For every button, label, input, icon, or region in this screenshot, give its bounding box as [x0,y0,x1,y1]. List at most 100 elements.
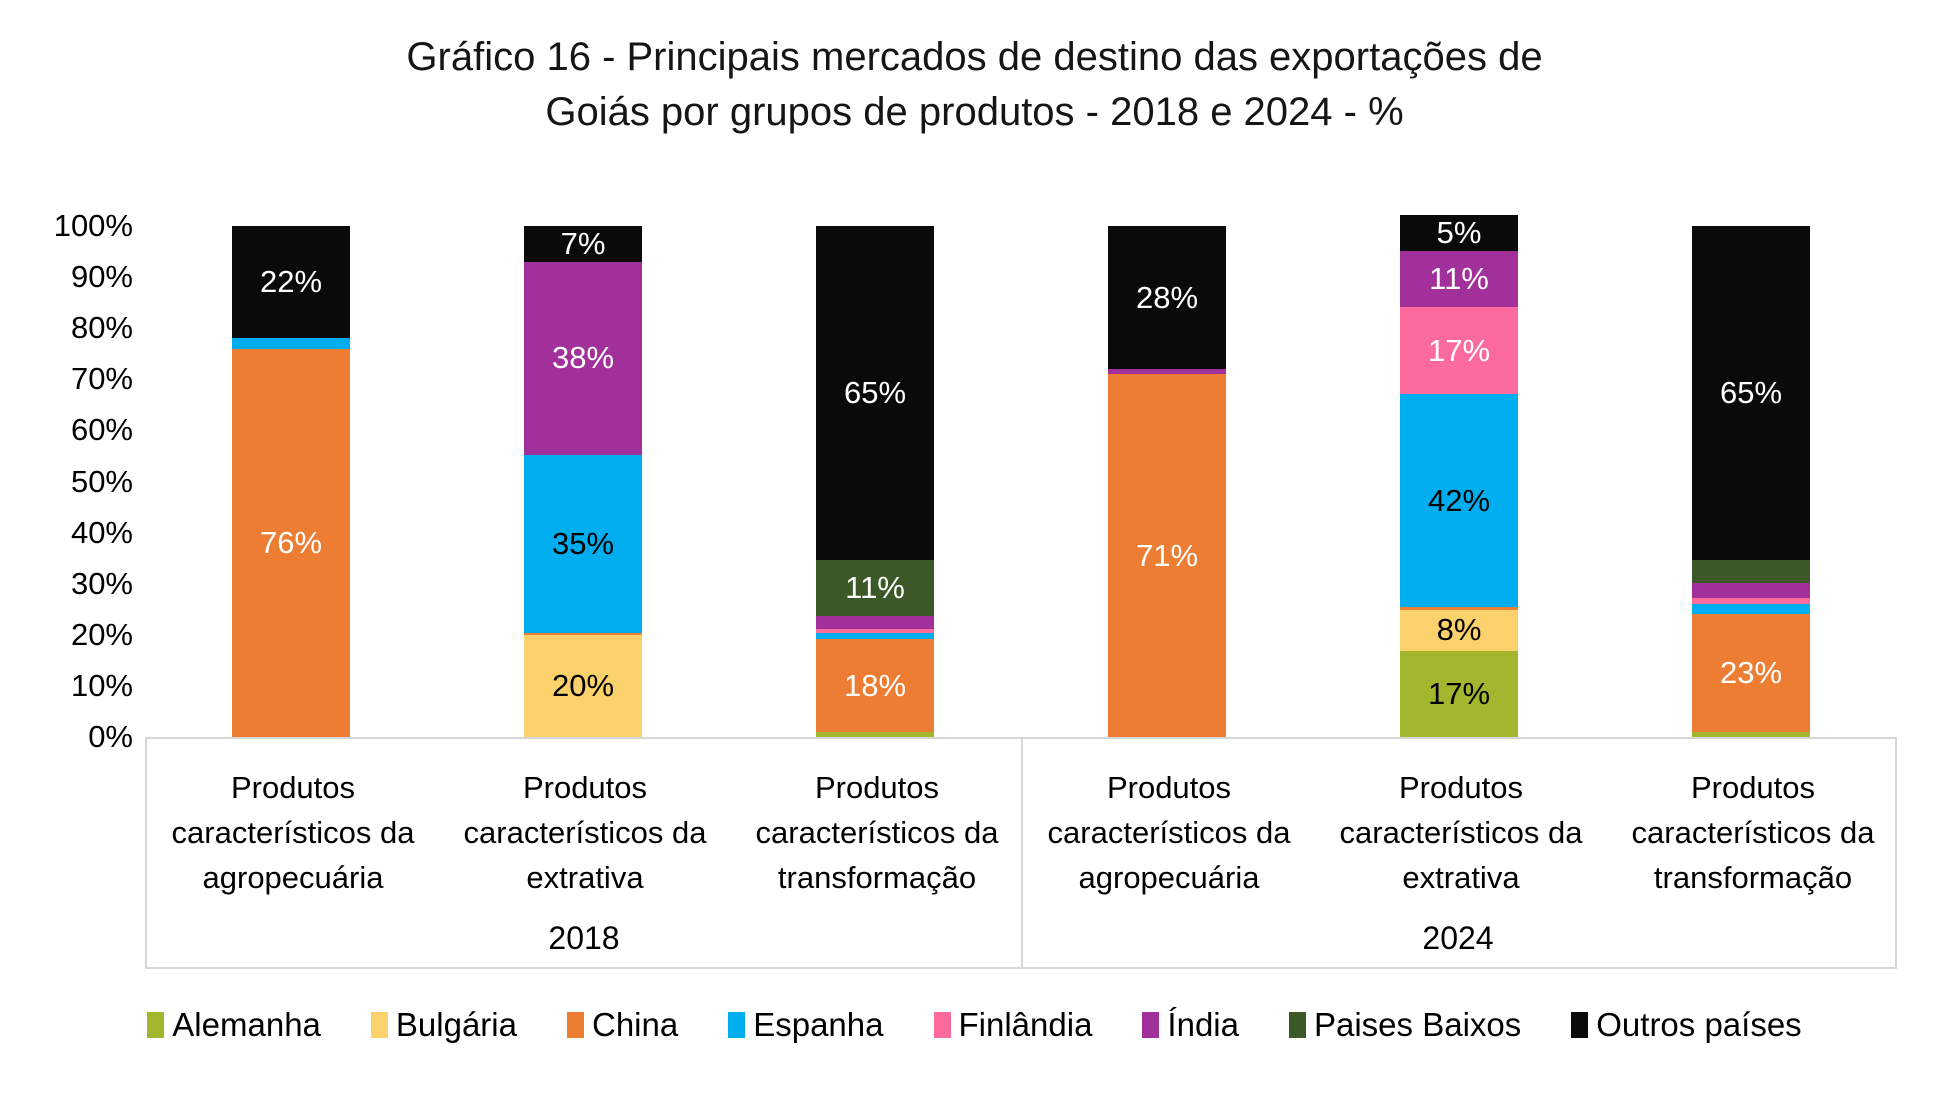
category-label: Produtos característicos da agropecuária [171,770,415,895]
legend-item: China [566,1006,679,1044]
bar-segment [816,616,934,630]
legend-label: Paises Baixos [1313,1006,1522,1043]
stacked-bar: 18% 11% 65% [816,226,934,737]
data-label: 11% [1429,261,1489,297]
legend-item: Índia [1142,1006,1239,1044]
bar-segment [1692,603,1810,614]
bar-segment: 42% [1400,393,1518,608]
data-label: 18% [843,667,907,703]
legend-swatch [728,1012,746,1038]
stacked-bar: 23% 65% [1692,226,1810,737]
legend-label: Finlândia [958,1006,1093,1043]
data-label: 11% [845,570,905,606]
legend-swatch [1142,1012,1160,1038]
legend-item: Espanha [728,1006,884,1044]
year-group-label: 2024 [1422,920,1494,956]
y-tick-label: 30% [70,565,133,601]
stacked-bar: 17% 8% 42% 17% 11% 5% [1400,215,1518,737]
bar-segment: 65% [1692,226,1810,560]
category-label: Produtos característicos da extrativa [1339,770,1583,895]
stacked-bar: 71% 28% [1108,226,1226,737]
bar-segment [1108,369,1226,375]
bar-segment: 65% [816,226,934,560]
bar-segment [1692,731,1810,737]
data-label: 20% [551,668,615,704]
bar-segment: 11% [816,559,934,617]
data-label: 7% [560,225,606,261]
bar-segment [1692,598,1810,604]
legend-swatch [1571,1012,1589,1038]
bar-segment: 71% [1108,374,1226,737]
data-label: 76% [259,524,323,560]
data-label: 65% [1719,374,1783,410]
chart-title-line-1: Gráfico 16 - Principais mercados de dest… [406,35,1543,79]
data-label: 42% [1427,482,1491,518]
y-tick-label: 70% [70,361,133,397]
bar-segment [524,632,642,636]
y-tick-label: 10% [70,667,133,703]
data-label: 38% [551,340,615,376]
bar-segment: 17% [1400,650,1518,737]
y-tick-label: 100% [53,208,133,243]
bar-segment [232,338,350,349]
bar-segment: 7% [524,225,642,262]
y-tick-label: 0% [88,719,133,754]
legend-label: Alemanha [172,1006,321,1043]
legend-label: Outros países [1596,1006,1802,1043]
bar-segment: 17% [1400,307,1518,394]
category-label: Produtos característicos da agropecuária [1047,770,1291,895]
data-label: 35% [551,525,615,561]
bar-segment [1692,559,1810,583]
bar-segment: 23% [1692,613,1810,732]
data-label: 71% [1135,537,1199,573]
bar-segment: 5% [1400,215,1518,252]
legend-item: Bulgária [370,1006,517,1044]
bar-segment: 22% [232,226,350,339]
y-tick-label: 80% [70,310,133,346]
bar-segment: 38% [524,261,642,455]
legend-label: China [591,1006,679,1043]
category-label: Produtos característicos da transformaçã… [1631,770,1875,895]
chart-title: Gráfico 16 - Principais mercados de dest… [0,30,1949,140]
legend-swatch [370,1012,388,1038]
y-tick-label: 20% [70,616,133,652]
legend-swatch [933,1012,951,1038]
data-label: 28% [1135,279,1199,315]
legend: Alemanha Bulgária China Espanha Finlândia Índ… [0,1006,1949,1044]
legend-item: Outros países [1571,1006,1802,1044]
y-tick-label: 90% [70,259,133,295]
bar-segment [816,633,934,640]
bar-segment: 28% [1108,226,1226,370]
y-tick-label: 60% [70,412,133,448]
bar-segment: 20% [524,635,642,737]
data-label: 5% [1436,215,1482,251]
legend-item: Finlândia [933,1006,1093,1044]
year-group-label: 2018 [548,920,620,956]
bar-segment [816,731,934,737]
category-label: Produtos característicos da extrativa [463,770,707,895]
bar-segment: 76% [232,348,350,737]
legend-item: Paises Baixos [1288,1006,1522,1044]
y-tick-label: 50% [70,463,133,499]
bar-segment [1692,582,1810,599]
legend-swatch [566,1012,584,1038]
plot-area: 76% 22% 20% 35% 38% 7% 18% 11% 65% 71% 28% 17% 8% 42%… [145,215,1897,737]
data-label: 23% [1719,654,1783,690]
data-label: 8% [1436,612,1482,648]
bar-segment: 11% [1400,251,1518,308]
legend-swatch [1288,1012,1306,1038]
bar-segment [1400,607,1518,610]
stacked-bar: 20% 35% 38% 7% [524,225,642,737]
legend-label: Espanha [753,1006,884,1043]
chart-title-line-2: Goiás por grupos de produtos - 2018 e 20… [545,90,1404,134]
category-label: Produtos característicos da transformaçã… [755,770,999,895]
legend-swatch [147,1012,165,1038]
bar-segment: 35% [524,454,642,633]
category-axis-box: Produtos característicos da agropecuária… [145,737,1897,969]
legend-item: Alemanha [147,1006,321,1044]
bar-segment: 8% [1400,609,1518,651]
data-label: 65% [843,374,907,410]
stacked-bar: 76% 22% [232,226,350,737]
bar-segment: 18% [816,639,934,732]
